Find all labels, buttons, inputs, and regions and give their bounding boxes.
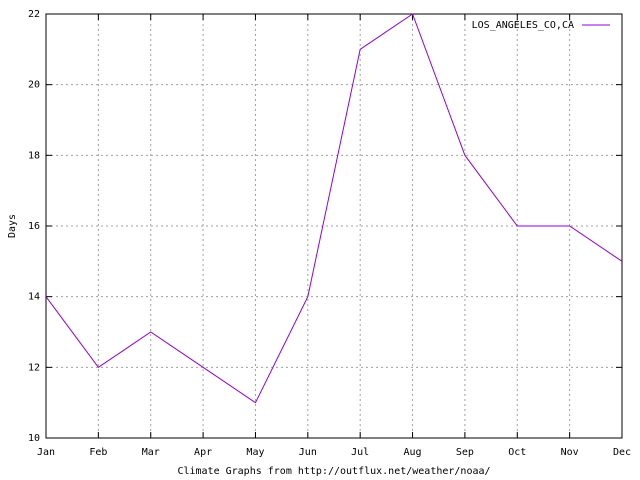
y-tick-label: 14	[28, 292, 40, 303]
x-tick-label: Jul	[351, 447, 369, 458]
x-tick-label: Jan	[37, 447, 55, 458]
x-tick-label: Sep	[456, 447, 474, 458]
x-axis-label: Climate Graphs from http://outflux.net/w…	[177, 466, 490, 477]
plot-frame	[45, 13, 623, 439]
y-tick-label: 22	[28, 9, 40, 20]
y-tick-label: 12	[28, 362, 40, 373]
x-tick-label: Feb	[89, 447, 107, 458]
y-axis-label: Days	[7, 214, 18, 238]
x-tick-label: Aug	[404, 447, 422, 458]
x-tick-label: Nov	[561, 447, 579, 458]
y-tick-label: 10	[28, 433, 40, 444]
x-tick-label: Dec	[613, 447, 631, 458]
y-tick-label: 16	[28, 221, 40, 232]
data-line	[45, 13, 623, 404]
y-tick-label: 18	[28, 150, 40, 161]
x-tick-label: May	[246, 447, 264, 458]
x-tick-label: Apr	[194, 447, 212, 458]
legend-label: LOS_ANGELES_CO,CA	[472, 20, 574, 31]
x-tick-label: Mar	[142, 447, 160, 458]
x-tick-label: Jun	[299, 447, 317, 458]
x-tick-label: Oct	[508, 447, 526, 458]
y-tick-label: 20	[28, 80, 40, 91]
